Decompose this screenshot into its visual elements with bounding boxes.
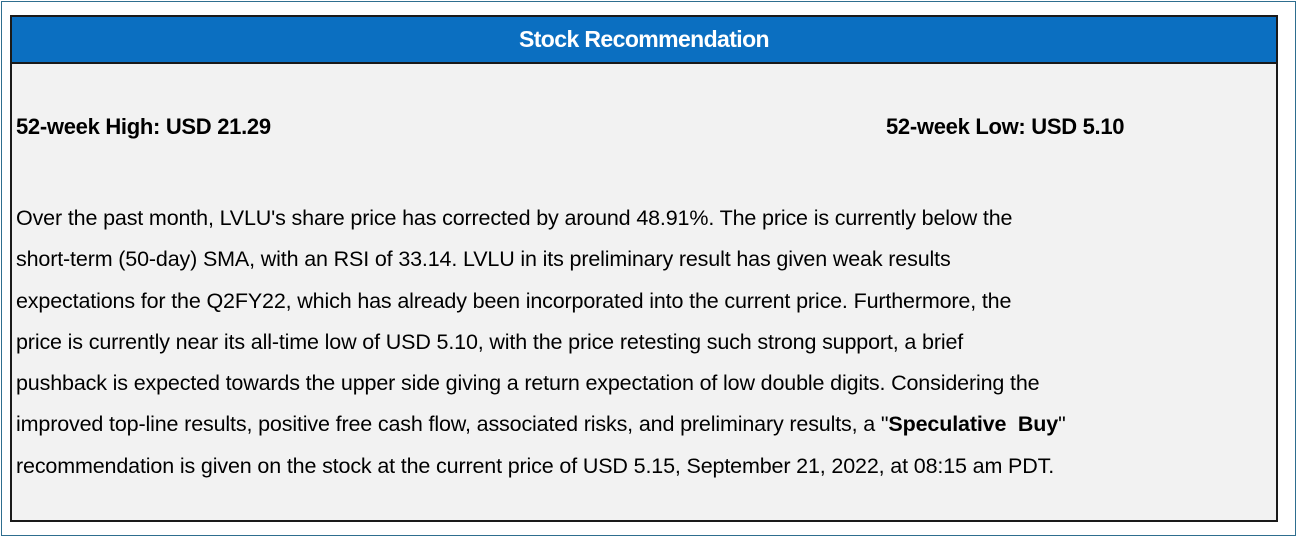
paragraph-line: short-term (50-day) SMA, with an RSI of …	[16, 247, 951, 272]
card-title: Stock Recommendation	[519, 26, 770, 52]
stats-row: 52-week High: USD 21.29 52-week Low: USD…	[16, 114, 1274, 144]
paragraph-line: pushback is expected towards the upper s…	[16, 371, 1040, 396]
recommendation-paragraph: Over the past month, LVLU's share price …	[16, 198, 1266, 487]
paragraph-line: Over the past month, LVLU's share price …	[16, 206, 1013, 230]
line-suffix: "	[1058, 412, 1066, 437]
paragraph-line: expectations for the Q2FY22, which has a…	[16, 288, 1012, 313]
paragraph-line: price is currently near its all-time low…	[16, 329, 964, 354]
line-prefix: improved top-line results, positive free…	[16, 412, 889, 437]
paragraph-line-recommendation: improved top-line results, positive free…	[16, 404, 1266, 445]
stock-recommendation-card: Stock Recommendation 52-week High: USD 2…	[10, 15, 1278, 522]
recommendation-rating: Speculative Buy	[888, 412, 1059, 437]
52-week-high: 52-week High: USD 21.29	[16, 114, 271, 139]
paragraph-line: recommendation is given on the stock at …	[16, 453, 1055, 478]
52-week-low: 52-week Low: USD 5.10	[886, 114, 1125, 139]
header-bar: Stock Recommendation	[12, 17, 1276, 64]
